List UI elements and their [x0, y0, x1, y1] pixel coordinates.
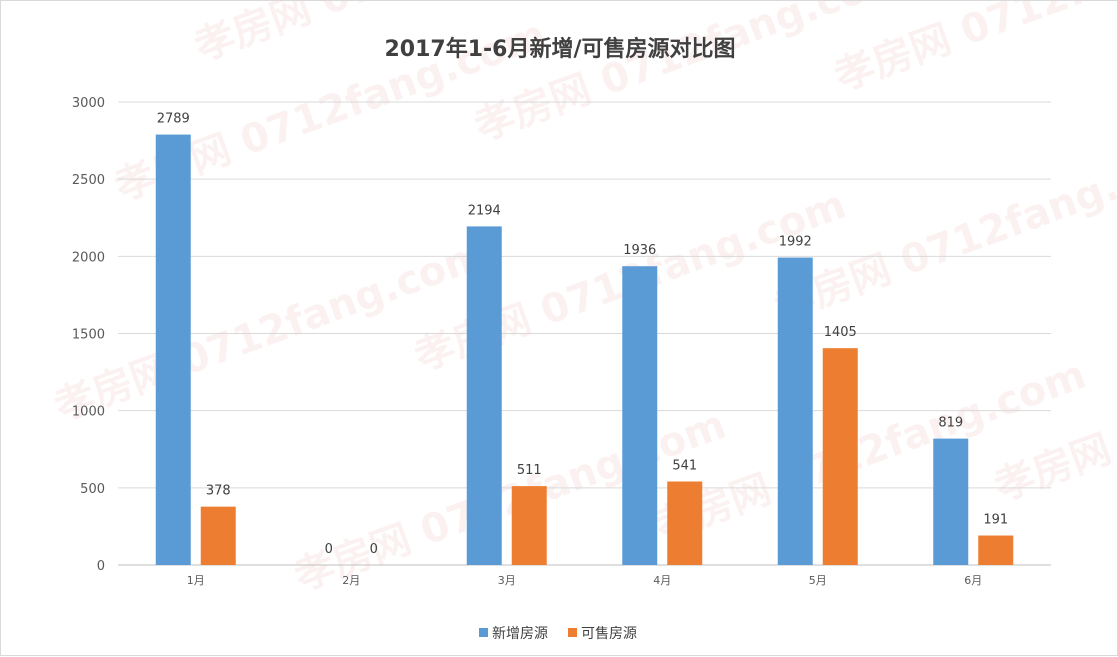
bar-series-1-1: [155, 134, 191, 565]
y-tick-label: 500: [80, 482, 105, 497]
bar-series-2-4: [667, 481, 703, 565]
y-tick-label: 1500: [72, 328, 105, 343]
y-tick-label: 2500: [72, 173, 105, 188]
data-label: 2789: [157, 112, 190, 127]
bar-series-2-6: [978, 535, 1014, 565]
data-label: 0: [370, 542, 378, 557]
data-label: 1992: [779, 235, 812, 250]
data-label: 191: [983, 513, 1008, 528]
gridlines: [118, 101, 1051, 489]
axes: 0 500 1000 1500 2000 2500 3000 1月 2月 3月 4月 5月 6月: [72, 96, 1051, 587]
x-tick-label: 1月: [187, 574, 205, 587]
y-tick-label: 1000: [72, 405, 105, 420]
bar-series-1-3: [466, 226, 502, 565]
bar-series-2-1: [200, 506, 236, 565]
x-tick-label: 3月: [498, 574, 516, 587]
data-label: 541: [672, 459, 697, 474]
bar-series-1-5: [777, 257, 813, 565]
bar-series-1-4: [622, 266, 658, 565]
bars: [155, 134, 1014, 565]
data-label: 378: [206, 484, 231, 499]
data-label: 819: [938, 416, 963, 431]
x-tick-label: 6月: [964, 574, 982, 587]
legend-swatch-1: [479, 628, 488, 637]
x-tick-label: 4月: [653, 574, 671, 587]
watermark-text: 孝房网 0712fang.com: [829, 1, 1118, 100]
data-label: 2194: [468, 203, 501, 218]
bar-series-1-6: [933, 438, 969, 565]
data-labels: 2789 378 0 0 2194 511 1936 541 1992 1405 819 191: [157, 112, 1008, 557]
y-tick-label: 2000: [72, 250, 105, 265]
data-label: 1405: [824, 325, 857, 340]
y-tick-label: 0: [97, 559, 105, 574]
x-tick-label: 2月: [342, 574, 360, 587]
legend-label-2: 可售房源: [581, 626, 637, 642]
legend-label-1: 新增房源: [492, 626, 548, 642]
bar-series-2-5: [822, 348, 858, 565]
bar-series-2-3: [511, 486, 547, 565]
data-label: 0: [325, 542, 333, 557]
watermark-text: 孝房网 0712fang.com: [649, 352, 1092, 551]
legend: 新增房源 可售房源: [479, 626, 637, 642]
x-tick-label: 5月: [809, 574, 827, 587]
data-label: 1936: [623, 243, 656, 258]
data-label: 511: [517, 463, 542, 478]
y-tick-label: 3000: [72, 96, 105, 111]
legend-swatch-2: [568, 628, 577, 637]
chart-title: 2017年1-6月新增/可售房源对比图: [384, 36, 735, 62]
